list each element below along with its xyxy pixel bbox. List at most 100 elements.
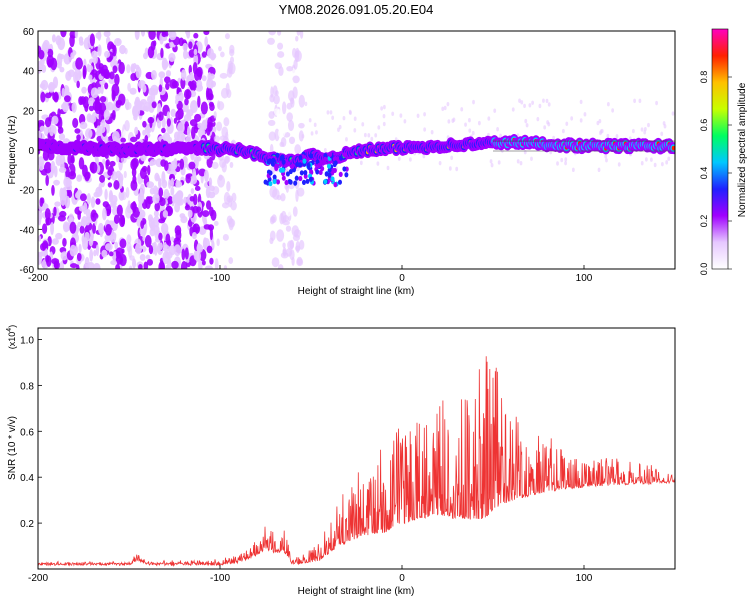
spectrogram-y-tick-label: 0 bbox=[28, 146, 34, 157]
spectrogram-cell bbox=[441, 106, 445, 112]
spectrogram-cell bbox=[101, 249, 108, 258]
spectrogram-cell bbox=[81, 86, 87, 94]
spectrogram-cell bbox=[310, 131, 314, 136]
snr-x-tick-label: 100 bbox=[576, 573, 593, 584]
spectrogram-cell bbox=[298, 239, 305, 250]
spectrogram-cell bbox=[86, 193, 91, 205]
spectrogram-cell bbox=[102, 158, 106, 165]
spectrogram-cell bbox=[290, 163, 295, 169]
spectrogram-cell bbox=[132, 62, 137, 69]
colorbar-ticks: 0.0 0.2 0.4 0.6 0.8 bbox=[699, 71, 732, 275]
spectrogram-cell bbox=[105, 159, 109, 170]
spectrogram-cell bbox=[209, 227, 213, 241]
spectrogram-cell bbox=[93, 249, 97, 257]
spectrogram-cell bbox=[109, 160, 116, 167]
spectrogram-cell bbox=[110, 260, 117, 266]
spectrogram-cell bbox=[468, 128, 472, 133]
spectrogram-cell bbox=[146, 258, 153, 266]
spectrogram-cell bbox=[189, 100, 198, 114]
spectrogram-cell bbox=[97, 44, 102, 57]
spectrogram-cell bbox=[276, 119, 281, 129]
spectrogram-cell bbox=[276, 179, 281, 185]
spectrogram-cell bbox=[191, 126, 196, 140]
spectrogram-cell bbox=[295, 35, 299, 42]
spectrogram-cell bbox=[647, 122, 650, 128]
spectrogram-cell bbox=[281, 121, 289, 134]
spectrogram-cell bbox=[160, 47, 164, 59]
spectrogram-cell bbox=[617, 162, 621, 167]
spectrogram-cell bbox=[665, 160, 669, 165]
spectrogram-cell bbox=[327, 167, 332, 173]
spectrogram-cell bbox=[90, 209, 98, 222]
spectrogram-cell bbox=[177, 77, 182, 84]
spectrogram-cell bbox=[552, 135, 556, 141]
spectrogram-y-tick-label: 40 bbox=[23, 67, 35, 78]
spectrogram-cell bbox=[288, 136, 296, 145]
spectrogram-cell bbox=[451, 118, 455, 123]
spectrogram-cell bbox=[288, 179, 293, 185]
spectrogram-cell bbox=[270, 161, 275, 167]
spectrogram-cell bbox=[397, 156, 401, 161]
spectrogram-x-label: Height of straight line (km) bbox=[298, 286, 415, 297]
spectrogram-cell bbox=[298, 94, 305, 108]
spectrogram-cell bbox=[90, 196, 96, 209]
spectrogram-cell bbox=[45, 175, 49, 187]
spectrogram-cell bbox=[361, 122, 365, 127]
spectrogram-cell bbox=[104, 50, 111, 58]
spectrogram-cell bbox=[308, 118, 312, 123]
spectrogram-cell bbox=[65, 86, 70, 95]
spectrogram-cell bbox=[288, 168, 293, 175]
spectrogram-cell bbox=[229, 49, 235, 57]
spectrogram-cell bbox=[218, 45, 222, 52]
spectrogram-cell bbox=[547, 102, 551, 107]
spectrogram-cell bbox=[271, 214, 277, 223]
spectrogram-cell bbox=[403, 119, 407, 124]
spectrogram-cell bbox=[472, 99, 475, 105]
spectrogram-cell bbox=[330, 176, 335, 182]
spectrogram-cell bbox=[359, 160, 363, 166]
spectrogram-cell bbox=[146, 165, 151, 176]
spectrogram-cell bbox=[269, 94, 275, 103]
spectrogram-cell bbox=[139, 226, 147, 237]
spectrogram-cell bbox=[158, 179, 162, 189]
spectrogram-cell bbox=[49, 83, 56, 90]
spectrogram-cell bbox=[139, 167, 147, 180]
spectrogram-cell bbox=[286, 65, 294, 72]
snr-plot-area bbox=[38, 328, 675, 569]
spectrogram-cell bbox=[278, 167, 283, 173]
spectrogram-cell bbox=[130, 202, 137, 211]
spectrogram-cell bbox=[93, 191, 100, 198]
spectrogram-cell bbox=[106, 101, 114, 111]
spectrogram-cell bbox=[287, 78, 294, 87]
spectrogram-cell bbox=[667, 156, 671, 161]
spectrogram-cell bbox=[140, 31, 146, 37]
spectrogram-cell bbox=[150, 158, 157, 166]
spectrogram-cell bbox=[84, 128, 93, 139]
spectrogram-cell bbox=[320, 160, 325, 166]
spectrogram-cell bbox=[292, 206, 298, 217]
spectrogram-cell bbox=[165, 233, 171, 245]
spectrogram-cell bbox=[277, 31, 282, 36]
spectrogram-cell bbox=[53, 206, 57, 217]
spectrogram-cell bbox=[128, 265, 133, 269]
spectrogram-cell bbox=[49, 124, 55, 137]
spectrogram-cell bbox=[114, 73, 120, 86]
spectrogram-cell bbox=[298, 122, 305, 129]
spectrogram-cell bbox=[189, 195, 195, 202]
spectrogram-cell bbox=[53, 91, 59, 103]
spectrogram-cell bbox=[79, 96, 87, 105]
spectrogram-cell bbox=[132, 175, 137, 184]
spectrogram-cell bbox=[326, 110, 330, 115]
spectrogram-cell bbox=[353, 128, 357, 133]
snr-x-tick-label: -100 bbox=[210, 573, 230, 584]
spectrogram-cell bbox=[272, 178, 277, 185]
spectrogram-panel: -200 -100 0 100 60 40 20 0 -20 -40 -60 Height of … bbox=[7, 27, 676, 297]
spectrogram-cell bbox=[443, 105, 447, 111]
spectrogram-cell bbox=[278, 66, 284, 77]
spectrogram-cell bbox=[151, 69, 157, 80]
spectrogram-cell bbox=[107, 182, 113, 188]
spectrogram-cell bbox=[44, 92, 52, 99]
spectrogram-cell bbox=[274, 165, 279, 171]
spectrogram-cell bbox=[75, 57, 83, 70]
